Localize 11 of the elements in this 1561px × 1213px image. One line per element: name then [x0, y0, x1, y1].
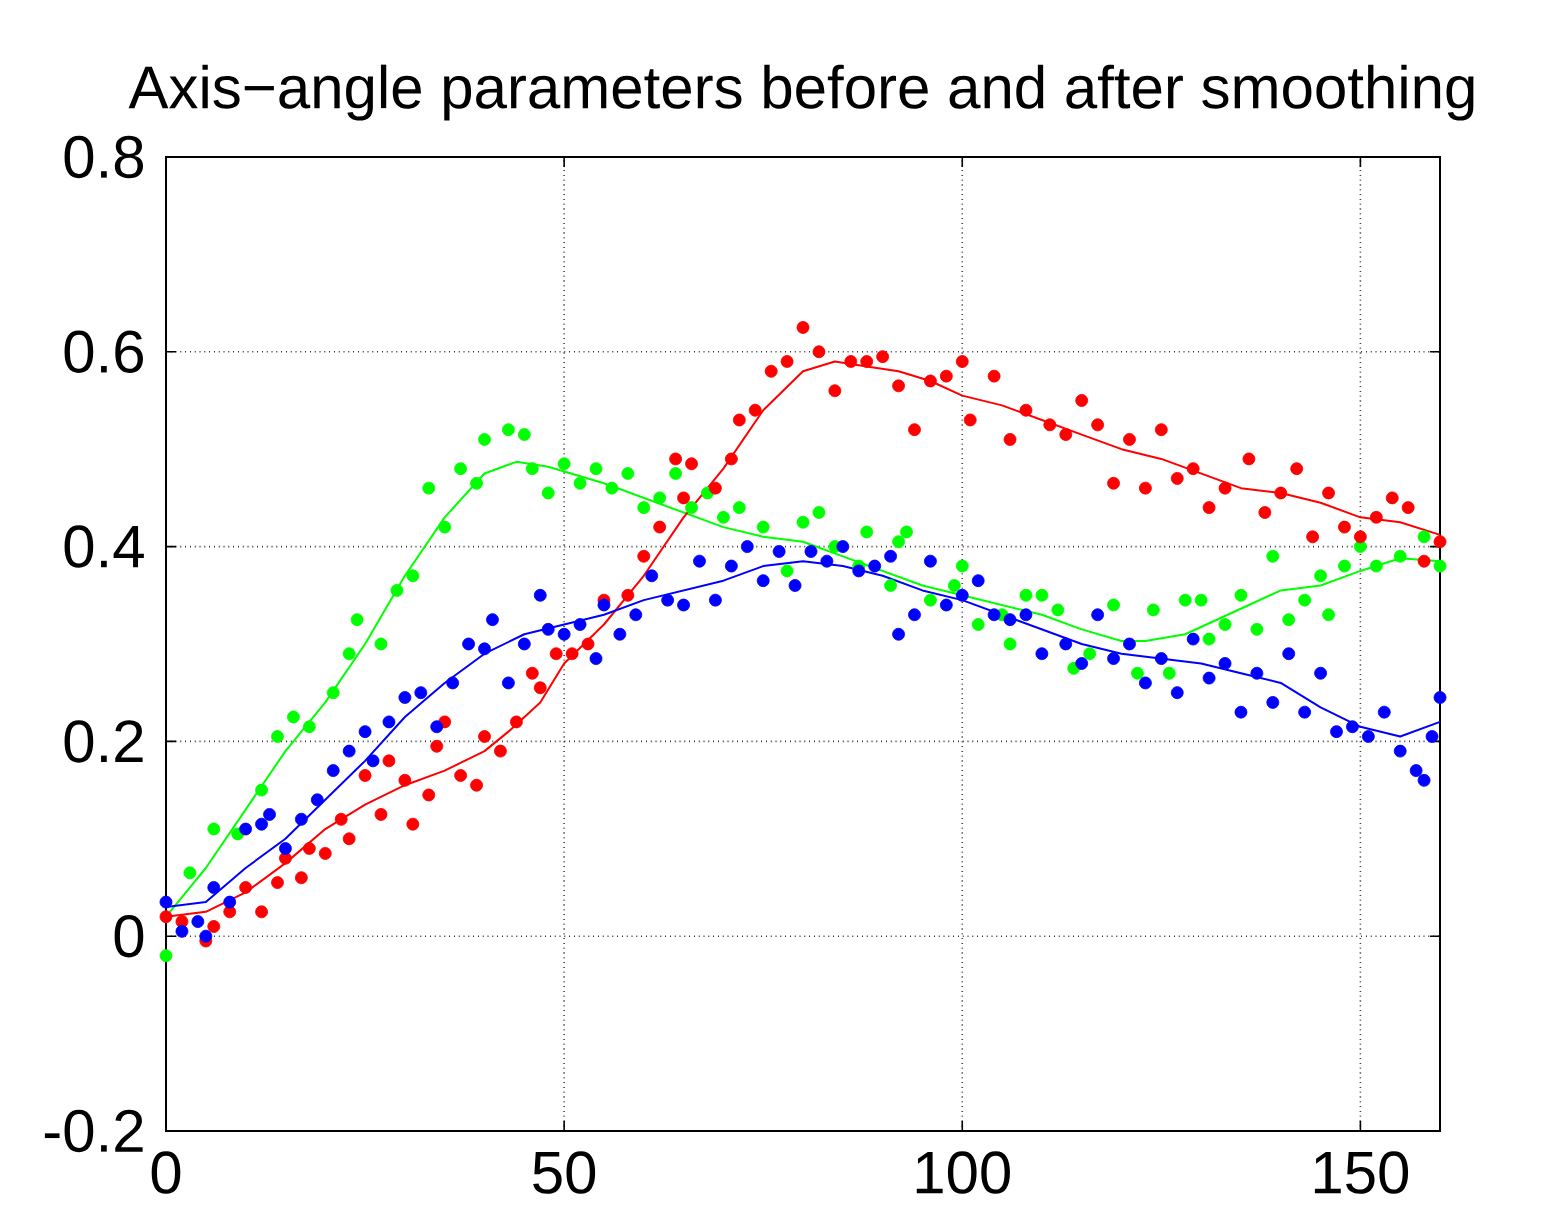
x-tick-label: 100 [916, 1151, 1010, 1194]
y-tick-label: 0 [114, 914, 144, 958]
y-tick-label: 0.4 [64, 525, 144, 568]
x-tick-label: 50 [533, 1151, 596, 1194]
y-tick-label: 0.6 [64, 330, 143, 374]
chart-title: Axis−angle parameters before and after smoothing [128, 64, 1474, 121]
y-tick-label: -0.2 [44, 1109, 143, 1153]
x-tick-label: 0 [151, 1151, 181, 1194]
y-tick-label: 0.8 [64, 135, 144, 179]
y-tick-label: 0.2 [64, 720, 143, 763]
x-tick-label: 150 [1314, 1151, 1409, 1194]
